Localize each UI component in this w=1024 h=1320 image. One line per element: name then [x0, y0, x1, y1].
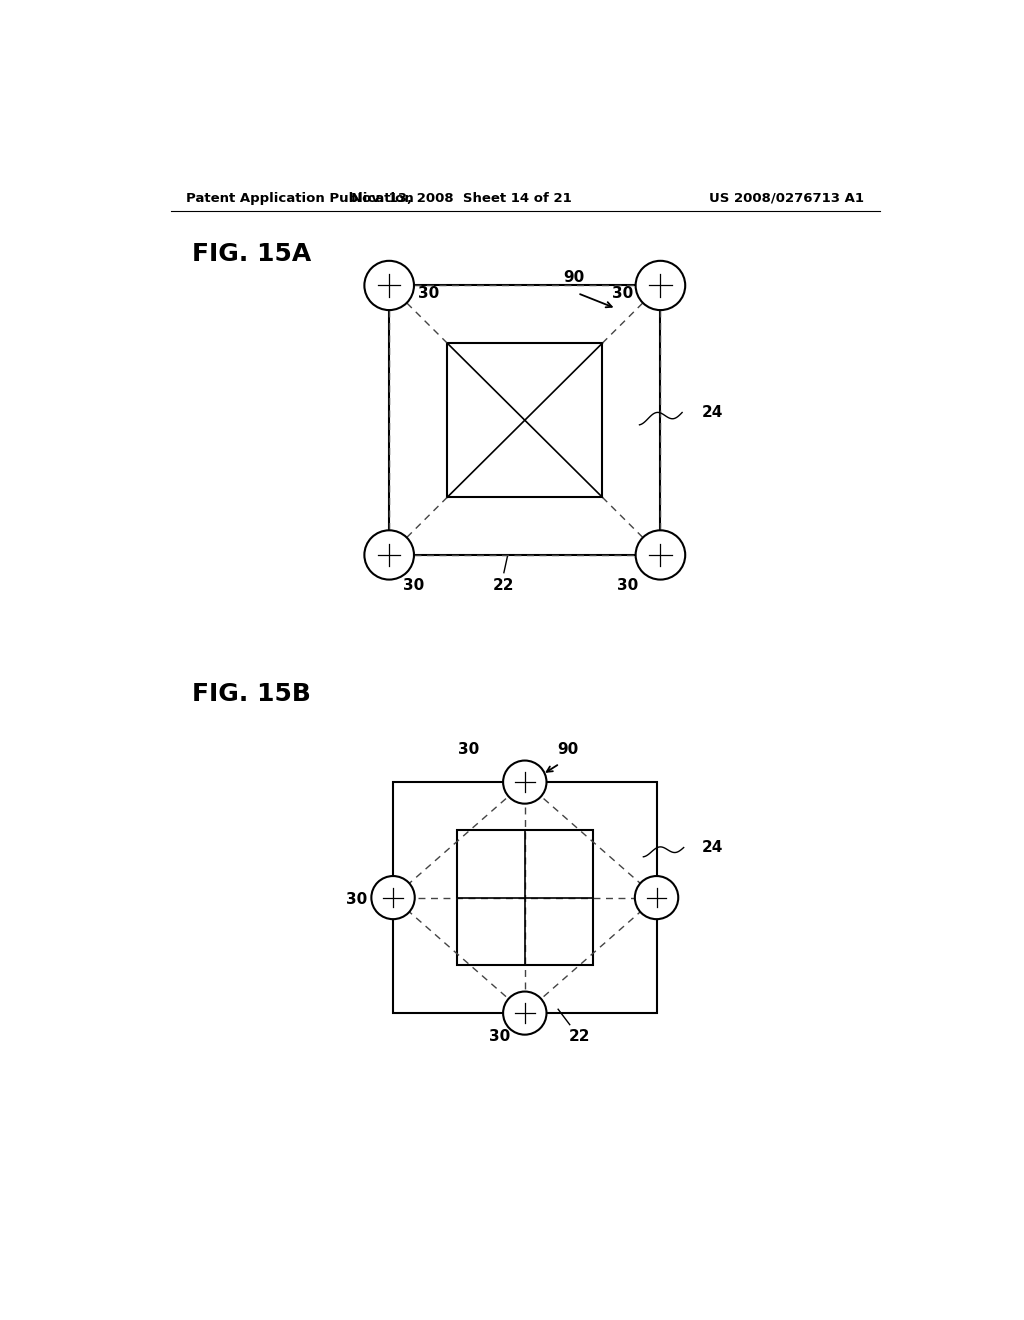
Circle shape [372, 876, 415, 919]
Bar [393, 781, 656, 1014]
Text: 22: 22 [494, 578, 515, 593]
Text: 30: 30 [402, 578, 424, 593]
Text: US 2008/0276713 A1: US 2008/0276713 A1 [710, 191, 864, 205]
Text: 30: 30 [346, 891, 368, 907]
Bar [447, 343, 602, 498]
Text: 30: 30 [459, 742, 479, 758]
Circle shape [365, 261, 414, 310]
Text: Nov. 13, 2008  Sheet 14 of 21: Nov. 13, 2008 Sheet 14 of 21 [351, 191, 571, 205]
Text: 90: 90 [557, 742, 579, 758]
Text: FIG. 15B: FIG. 15B [191, 682, 310, 706]
Text: Patent Application Publication: Patent Application Publication [186, 191, 414, 205]
Circle shape [365, 531, 414, 579]
Text: 24: 24 [701, 405, 723, 420]
Circle shape [636, 531, 685, 579]
Text: 30: 30 [656, 891, 677, 907]
Text: 30: 30 [418, 285, 439, 301]
Text: 90: 90 [563, 271, 585, 285]
Text: FIG. 15A: FIG. 15A [191, 242, 311, 265]
Text: 30: 30 [617, 578, 639, 593]
Circle shape [635, 876, 678, 919]
Bar [389, 285, 660, 554]
Bar [457, 830, 593, 965]
Text: 22: 22 [568, 1028, 590, 1044]
Circle shape [503, 760, 547, 804]
Text: 30: 30 [489, 1028, 511, 1044]
Circle shape [636, 261, 685, 310]
Circle shape [503, 991, 547, 1035]
Text: 30: 30 [611, 285, 633, 301]
Text: 24: 24 [701, 840, 723, 855]
